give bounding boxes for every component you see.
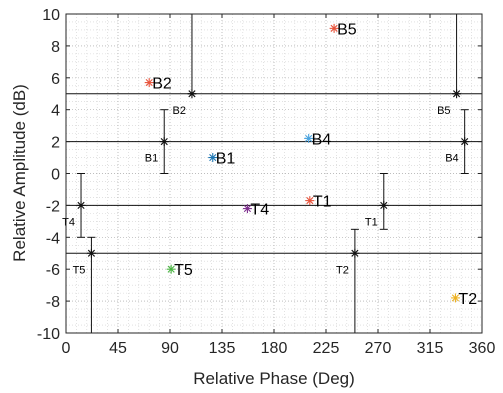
asterisk-stroke [160,138,168,146]
y-axis-title: Relative Amplitude (dB) [10,84,29,262]
data-point-label: B1 [216,151,236,168]
reference-lines: B2 B5 B1 B4 T4 T1 T5 T2 [62,13,482,334]
asterisk-stroke [77,201,85,209]
y-tick-label: 0 [51,167,60,184]
tick-labels: 0 45 90 135 180 225 270 315 360 -10 -8 -6 -4 -2 0 2 4 6 8 1… [37,7,496,357]
x-tick-label: 315 [417,340,444,357]
data-points: B5 B2 B4 B1 T1 T4 T5 T2 [144,21,477,308]
y-tick-label: -10 [37,326,60,343]
reference-marker-label: T1 [365,216,378,228]
x-tick-label: 270 [365,340,392,357]
data-point [450,293,460,303]
data-point-label: T4 [250,202,269,219]
asterisk-stroke [209,153,217,162]
data-point [305,196,315,206]
x-tick-label: 45 [109,340,127,357]
reference-marker-label: B1 [145,153,158,165]
asterisk-stroke [188,90,196,98]
asterisk-stroke [145,78,153,87]
data-point-label: T1 [313,194,332,211]
reference-marker-label: T4 [62,216,75,228]
asterisk-stroke [461,138,469,146]
data-point-label: B4 [312,131,332,148]
reference-marker [350,248,360,258]
data-point-label: T5 [174,262,193,279]
data-point [144,78,154,88]
x-tick-label: 360 [469,340,496,357]
asterisk-stroke [452,90,461,98]
reference-marker [86,248,96,258]
x-axis-title: Relative Phase (Deg) [193,369,355,388]
reference-marker [452,89,462,99]
asterisk-stroke [243,205,252,213]
y-tick-label: 8 [51,39,60,56]
x-tick-label: 135 [209,340,236,357]
reference-marker-label: T5 [73,264,86,276]
data-point [304,133,314,143]
reference-marker-label: B2 [172,105,185,117]
reference-marker [379,200,389,210]
y-tick-label: -8 [46,294,60,311]
asterisk-stroke [351,249,359,257]
y-tick-label: -6 [46,262,60,279]
y-tick-label: 2 [51,135,60,152]
y-tick-label: -4 [46,230,60,247]
data-point [242,204,252,214]
y-tick-label: 10 [42,7,60,24]
reference-marker [159,137,169,147]
reference-marker [187,89,197,99]
reference-marker-label: B4 [445,153,458,165]
y-tick-label: 4 [51,103,60,120]
x-tick-label: 90 [161,340,179,357]
asterisk-stroke [306,197,314,205]
asterisk-stroke [167,265,175,273]
data-point [166,264,176,274]
reference-marker-label: B5 [437,105,450,117]
data-point [329,23,339,33]
reference-marker [76,200,86,210]
asterisk-stroke [305,134,313,142]
data-point [208,153,218,163]
y-tick-label: 6 [51,71,60,88]
data-point-label: T2 [458,291,477,308]
reference-marker [460,137,470,147]
x-tick-label: 180 [261,340,288,357]
x-tick-label: 225 [313,340,340,357]
data-point-label: B2 [152,76,172,93]
y-tick-label: -2 [46,198,60,215]
asterisk-stroke [380,201,388,209]
reference-marker-label: T2 [336,264,349,276]
axis-ticks [65,13,483,334]
data-point-label: B5 [337,21,357,38]
x-tick-label: 0 [62,340,71,357]
asterisk-stroke [451,294,460,302]
asterisk-stroke [330,24,338,32]
asterisk-stroke [87,249,96,257]
